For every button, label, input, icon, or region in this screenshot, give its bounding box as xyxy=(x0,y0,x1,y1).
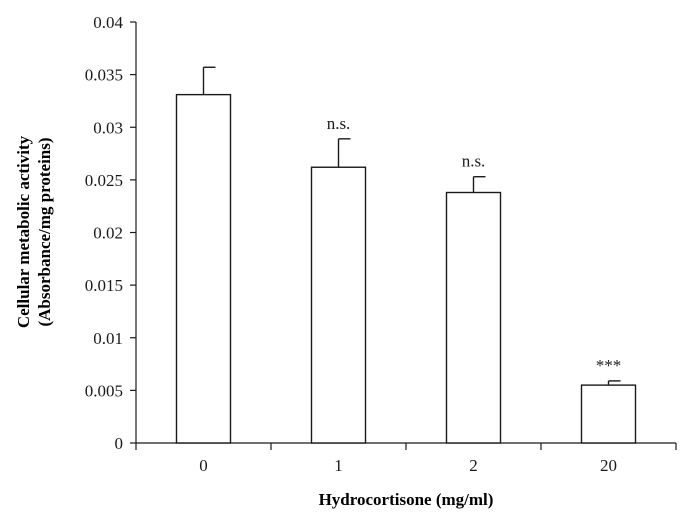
y-axis: 0 0.005 0.01 0.015 0.02 0.025 0.03 0.035 0.04 xyxy=(85,13,137,453)
x-axis: 0 1 2 20 xyxy=(135,442,677,475)
bars xyxy=(175,93,637,444)
x-ticks: 0 1 2 20 xyxy=(135,443,677,475)
x-axis-title: Hydrocortisone (mg/ml) xyxy=(319,490,494,509)
x-tick-label: 2 xyxy=(469,456,478,475)
bar xyxy=(445,191,502,444)
x-tick-label: 20 xyxy=(600,456,617,475)
significance-labels: n.s. n.s. *** xyxy=(327,114,622,375)
y-axis-title-line2: (Absorbance/mg proteins) xyxy=(35,137,54,326)
y-tick-label: 0.025 xyxy=(85,171,123,190)
y-tick-label: 0.01 xyxy=(93,329,123,348)
x-tick-label: 1 xyxy=(334,456,343,475)
significance-label: *** xyxy=(596,356,622,375)
y-tick-label: 0 xyxy=(115,434,124,453)
bar xyxy=(175,93,232,444)
y-tick-label: 0.005 xyxy=(85,381,123,400)
error-bars xyxy=(202,66,621,386)
y-axis-title-line1: Cellular metabolic activity xyxy=(14,135,33,328)
y-tick-label: 0.035 xyxy=(85,66,123,85)
y-tick-label: 0.04 xyxy=(93,13,123,32)
y-ticks: 0 0.005 0.01 0.015 0.02 0.025 0.03 0.035 0.04 xyxy=(85,13,136,453)
y-tick-label: 0.015 xyxy=(85,276,123,295)
x-tick-label: 0 xyxy=(199,456,208,475)
y-tick-label: 0.02 xyxy=(93,224,123,243)
significance-label: n.s. xyxy=(462,152,486,171)
significance-label: n.s. xyxy=(327,114,351,133)
bar xyxy=(580,384,637,444)
bar xyxy=(310,166,367,444)
y-tick-label: 0.03 xyxy=(93,118,123,137)
y-axis-title: Cellular metabolic activity (Absorbance/… xyxy=(14,135,54,328)
